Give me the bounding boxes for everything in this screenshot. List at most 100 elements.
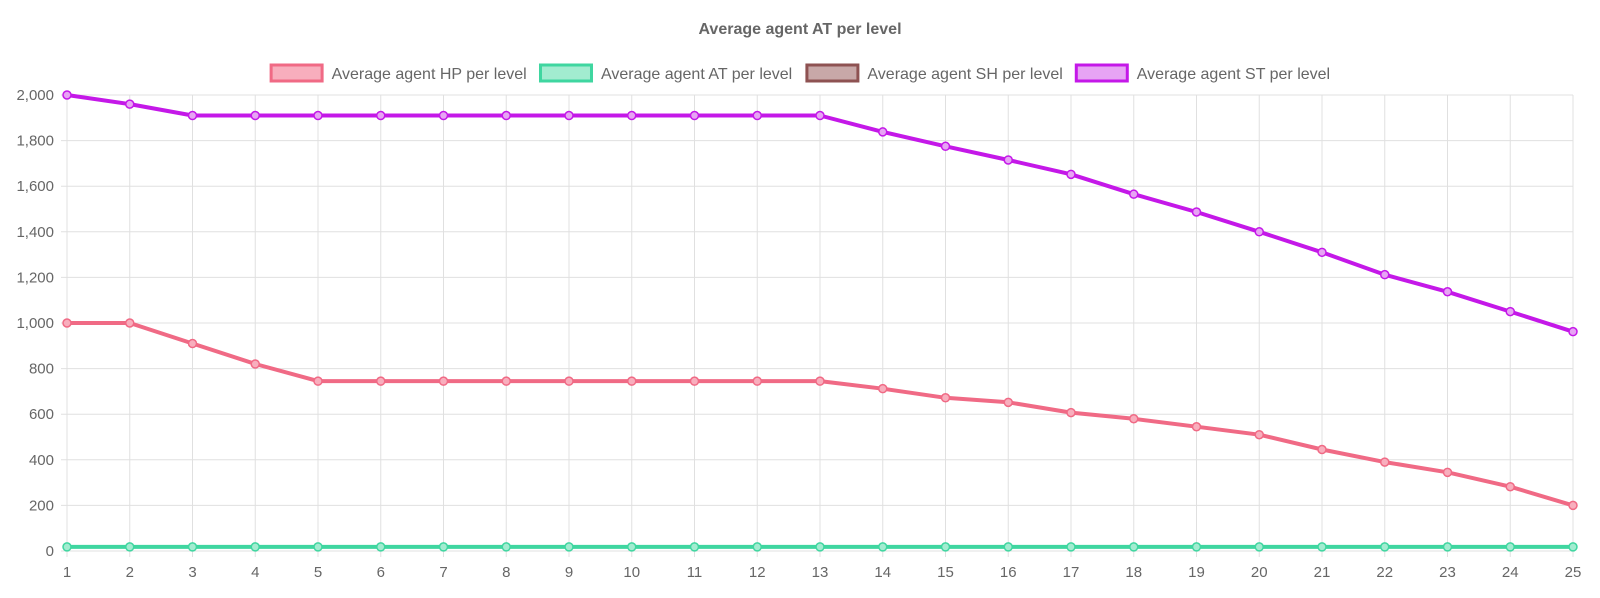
y-tick-label: 1,200 bbox=[16, 269, 54, 286]
data-point[interactable] bbox=[752, 110, 762, 121]
x-tick-label: 20 bbox=[1251, 564, 1268, 581]
data-point[interactable] bbox=[1380, 269, 1390, 280]
series-layer bbox=[62, 90, 1578, 552]
data-point[interactable] bbox=[1568, 500, 1578, 511]
data-point[interactable] bbox=[187, 110, 198, 121]
data-point[interactable] bbox=[1191, 207, 1202, 217]
x-tick-label: 17 bbox=[1063, 564, 1080, 581]
data-point[interactable] bbox=[564, 542, 574, 552]
legend-label: Average agent HP per level bbox=[332, 66, 527, 83]
legend-swatch bbox=[805, 63, 860, 83]
data-point[interactable] bbox=[815, 542, 825, 552]
data-point[interactable] bbox=[1066, 169, 1076, 180]
x-tick-label: 12 bbox=[749, 564, 766, 581]
data-point[interactable] bbox=[815, 110, 825, 121]
x-tick-label: 16 bbox=[1000, 564, 1017, 581]
data-point[interactable] bbox=[1568, 326, 1578, 337]
data-point[interactable] bbox=[878, 127, 888, 137]
legend-item[interactable]: Average agent HP per level bbox=[269, 63, 527, 83]
data-point[interactable] bbox=[125, 318, 135, 328]
data-point[interactable] bbox=[689, 376, 700, 386]
legend-label: Average agent ST per level bbox=[1137, 66, 1330, 83]
data-point[interactable] bbox=[501, 376, 511, 386]
data-point[interactable] bbox=[1066, 542, 1076, 552]
data-point[interactable] bbox=[1129, 414, 1139, 424]
legend-item[interactable]: Average agent SH per level bbox=[805, 63, 1063, 83]
data-point[interactable] bbox=[62, 542, 72, 552]
data-point[interactable] bbox=[564, 376, 574, 386]
data-point[interactable] bbox=[689, 110, 700, 121]
data-point[interactable] bbox=[1317, 247, 1327, 258]
data-point[interactable] bbox=[1317, 444, 1327, 455]
data-point[interactable] bbox=[376, 376, 386, 386]
legend-item[interactable]: Average agent ST per level bbox=[1074, 63, 1330, 83]
data-point[interactable] bbox=[62, 90, 72, 100]
x-tick-label: 11 bbox=[687, 564, 703, 581]
data-point[interactable] bbox=[1317, 542, 1327, 552]
legend-item[interactable]: Average agent AT per level bbox=[538, 63, 792, 83]
data-point[interactable] bbox=[250, 542, 260, 552]
data-point[interactable] bbox=[1442, 467, 1453, 478]
data-point[interactable] bbox=[187, 338, 198, 349]
data-point[interactable] bbox=[627, 376, 637, 386]
y-tick-label: 1,000 bbox=[16, 315, 54, 332]
data-point[interactable] bbox=[1066, 407, 1076, 418]
data-point[interactable] bbox=[250, 359, 260, 369]
legend-swatch bbox=[538, 63, 593, 83]
data-point[interactable] bbox=[689, 542, 700, 552]
x-tick-label: 4 bbox=[251, 564, 259, 581]
data-point[interactable] bbox=[940, 141, 951, 152]
data-point[interactable] bbox=[752, 542, 762, 552]
data-point[interactable] bbox=[1254, 227, 1264, 237]
data-point[interactable] bbox=[878, 383, 888, 394]
data-point[interactable] bbox=[878, 542, 888, 552]
y-tick-label: 1,600 bbox=[16, 178, 54, 195]
chart-title: Average agent AT per level bbox=[698, 21, 901, 38]
data-point[interactable] bbox=[313, 110, 323, 121]
legend-swatch bbox=[269, 63, 324, 83]
data-point[interactable] bbox=[313, 542, 323, 552]
data-point[interactable] bbox=[1442, 287, 1453, 297]
data-point[interactable] bbox=[1505, 306, 1515, 317]
data-point[interactable] bbox=[1505, 481, 1515, 492]
data-point[interactable] bbox=[940, 542, 951, 552]
data-point[interactable] bbox=[1003, 542, 1013, 552]
data-point[interactable] bbox=[187, 542, 198, 552]
data-point[interactable] bbox=[250, 110, 260, 121]
x-tick-label: 19 bbox=[1188, 564, 1205, 581]
data-point[interactable] bbox=[564, 110, 574, 121]
data-point[interactable] bbox=[1129, 189, 1139, 199]
data-point[interactable] bbox=[1191, 542, 1202, 552]
data-point[interactable] bbox=[62, 318, 72, 328]
data-point[interactable] bbox=[438, 542, 449, 552]
series-group bbox=[62, 318, 1578, 511]
data-point[interactable] bbox=[1003, 155, 1013, 165]
data-point[interactable] bbox=[125, 542, 135, 552]
data-point[interactable] bbox=[1380, 542, 1390, 552]
data-point[interactable] bbox=[627, 110, 637, 121]
data-point[interactable] bbox=[1568, 542, 1578, 552]
data-point[interactable] bbox=[940, 393, 951, 403]
data-point[interactable] bbox=[1380, 457, 1390, 467]
data-point[interactable] bbox=[501, 542, 511, 552]
data-point[interactable] bbox=[1129, 542, 1139, 552]
data-point[interactable] bbox=[438, 376, 449, 386]
data-point[interactable] bbox=[438, 110, 449, 121]
data-point[interactable] bbox=[1191, 421, 1202, 432]
data-point[interactable] bbox=[376, 110, 386, 121]
data-point[interactable] bbox=[1442, 542, 1453, 552]
y-tick-label: 600 bbox=[29, 406, 54, 423]
x-tick-label: 18 bbox=[1125, 564, 1142, 581]
data-point[interactable] bbox=[125, 99, 135, 109]
x-tick-label: 3 bbox=[188, 564, 196, 581]
data-point[interactable] bbox=[627, 542, 637, 552]
data-point[interactable] bbox=[815, 376, 825, 386]
data-point[interactable] bbox=[1254, 429, 1264, 440]
data-point[interactable] bbox=[1254, 542, 1264, 552]
data-point[interactable] bbox=[752, 376, 762, 386]
data-point[interactable] bbox=[376, 542, 386, 552]
data-point[interactable] bbox=[313, 376, 323, 386]
data-point[interactable] bbox=[501, 110, 511, 121]
data-point[interactable] bbox=[1003, 397, 1013, 408]
data-point[interactable] bbox=[1505, 542, 1515, 552]
